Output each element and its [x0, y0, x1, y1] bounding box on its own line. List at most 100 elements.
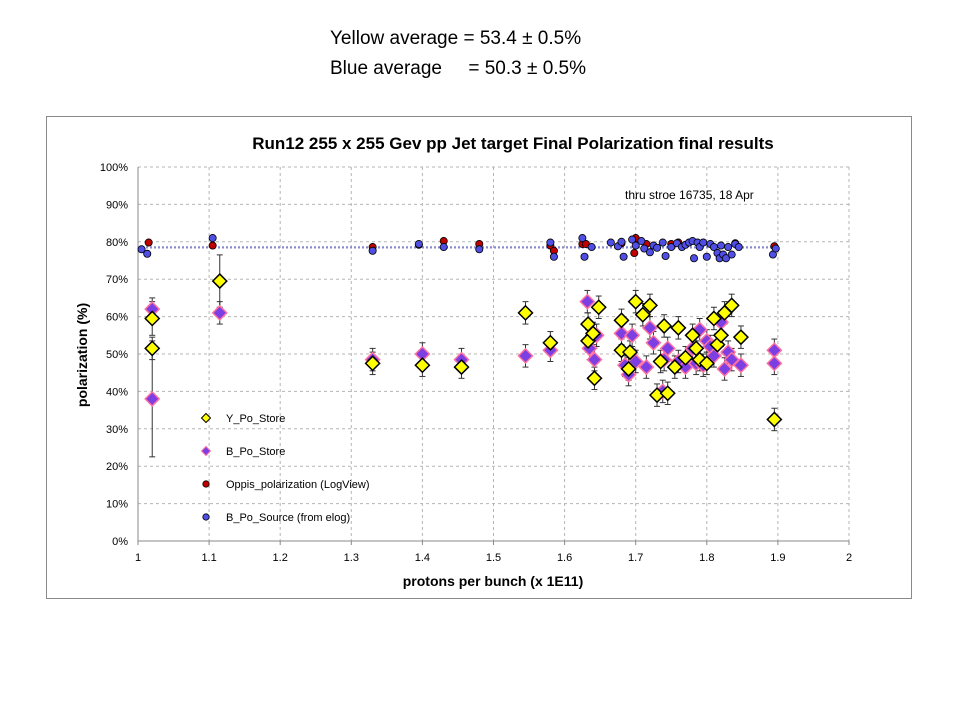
- y-tick-label: 90%: [106, 199, 128, 211]
- b-po-store-point: [732, 357, 749, 374]
- b-po-source-from-elog-point: [549, 252, 558, 261]
- y-po-store-point: [621, 344, 639, 361]
- y-po-store-legend-label: Y_Po_Store: [226, 413, 285, 425]
- x-tick-label: 1.9: [770, 552, 785, 564]
- x-axis-label: protons per bunch (x 1E11): [403, 573, 583, 589]
- y-tick-label: 40%: [106, 386, 128, 398]
- b-po-store-legend-label: B_Po_Store: [226, 446, 285, 458]
- b-po-source-from-elog-point: [137, 245, 146, 254]
- x-tick-label: 1.6: [557, 552, 572, 564]
- x-tick-label: 1: [135, 552, 141, 564]
- y-po-store-point: [641, 297, 658, 314]
- b-po-source-from-elog-point: [645, 248, 654, 257]
- y-po-store-point: [584, 325, 602, 342]
- b-po-source-from-elog-point: [724, 243, 733, 252]
- b-po-source-from-elog-legend-marker: [202, 513, 210, 521]
- y-po-store-point: [712, 327, 730, 344]
- oppis-polarization-logview-legend-marker: [202, 480, 210, 488]
- legend: Y_Po_Store B_Po_Store Oppis_polarization (…: [200, 412, 370, 524]
- b-po-source-from-elog-point: [727, 250, 736, 259]
- y-po-store-point: [620, 360, 637, 378]
- x-tick-label: 1.2: [273, 552, 288, 564]
- y-po-store-point: [652, 353, 669, 370]
- b-po-store-legend-marker: [200, 445, 212, 457]
- b-po-source-from-elog-point: [734, 243, 743, 252]
- b-po-source-from-elog-point: [721, 254, 730, 263]
- y-po-store-point: [453, 359, 470, 376]
- y-po-store-point: [517, 304, 534, 321]
- b-po-source-from-elog-legend-label: B_Po_Source (from elog): [226, 512, 350, 524]
- y-po-store-point: [732, 329, 749, 346]
- y-po-store-point: [364, 355, 381, 372]
- b-po-store-point: [645, 334, 662, 351]
- data-markers: [137, 234, 783, 428]
- b-po-source-from-elog-point: [640, 244, 649, 253]
- y-tick-label: 0%: [112, 536, 128, 548]
- y-po-store-point: [590, 299, 607, 316]
- x-tick-label: 1.4: [415, 552, 430, 564]
- b-po-source-from-elog-point: [717, 241, 726, 250]
- y-tick-label: 10%: [106, 499, 128, 511]
- y-po-store-point: [670, 319, 687, 336]
- b-po-store-point: [638, 359, 655, 376]
- y-po-store-point: [634, 306, 651, 323]
- axes: 0% 10% 20% 30% 40% 50% 60% 70% 80% 90% 100% 1 1.1 1.2…: [100, 162, 852, 564]
- b-po-store-point: [579, 293, 596, 310]
- x-tick-label: 1.5: [486, 552, 501, 564]
- y-po-store-point: [656, 317, 673, 335]
- y-tick-label: 20%: [106, 461, 128, 473]
- oppis-polarization-logview-point: [144, 238, 153, 247]
- y-po-store-point: [542, 334, 559, 351]
- b-po-source-from-elog-point: [702, 252, 711, 261]
- y-po-store-point: [144, 340, 161, 357]
- y-po-store-point: [627, 293, 644, 310]
- y-po-store-point: [677, 349, 694, 366]
- oppis-polarization-logview-point: [630, 249, 639, 258]
- b-po-source-from-elog-point: [475, 245, 484, 254]
- chart-title: Run12 255 x 255 Gev pp Jet target Final …: [252, 134, 774, 153]
- b-po-source-from-elog-point: [658, 238, 667, 247]
- b-po-source-from-elog-point: [661, 252, 670, 261]
- b-po-store-point: [613, 325, 630, 342]
- y-po-store-point: [705, 310, 722, 327]
- b-po-source-from-elog-point: [208, 234, 217, 243]
- b-po-source-from-elog-point: [368, 246, 377, 255]
- b-po-source-from-elog-point: [546, 238, 555, 247]
- b-po-source-from-elog-point: [414, 240, 423, 249]
- y-po-store-point: [723, 297, 740, 314]
- y-po-store-point: [666, 359, 683, 376]
- y-axis-label: polarization (%): [74, 303, 90, 407]
- y-po-store-point: [211, 273, 228, 290]
- b-po-store-point: [766, 342, 783, 359]
- y-po-store-point: [144, 310, 161, 327]
- x-tick-label: 1.1: [201, 552, 216, 564]
- b-po-source-from-elog-point: [699, 238, 708, 247]
- x-tick-label: 1.8: [699, 552, 714, 564]
- b-po-store-point: [517, 347, 534, 364]
- y-tick-label: 60%: [106, 312, 128, 324]
- blue-average-text: Blue average = 50.3 ± 0.5%: [330, 58, 587, 79]
- x-tick-label: 1.3: [344, 552, 359, 564]
- x-tick-label: 1.7: [628, 552, 643, 564]
- b-po-store-point: [766, 355, 783, 372]
- b-po-store-point: [624, 327, 641, 344]
- b-po-store-point: [641, 319, 658, 336]
- b-po-source-from-elog-point: [439, 243, 448, 252]
- b-po-source-from-elog-point: [606, 238, 615, 247]
- chart-annotation: thru stroe 16735, 18 Apr: [625, 188, 754, 202]
- oppis-polarization-logview-legend-label: Oppis_polarization (LogView): [226, 479, 370, 491]
- y-po-store-point: [414, 357, 431, 374]
- yellow-average-text: Yellow average = 53.4 ± 0.5%: [330, 28, 582, 49]
- grid: [138, 166, 850, 541]
- y-po-store-point: [698, 355, 715, 372]
- b-po-source-from-elog-point: [690, 254, 699, 263]
- y-po-store-point: [613, 312, 630, 329]
- b-po-store-point: [659, 340, 676, 357]
- y-po-store-point: [659, 385, 676, 402]
- y-tick-label: 70%: [106, 274, 128, 286]
- y-po-store-point: [766, 411, 783, 428]
- b-po-source-from-elog-point: [617, 237, 626, 246]
- polarization-scatter-chart: Run12 255 x 255 Gev pp Jet target Final …: [74, 134, 852, 589]
- y-tick-label: 30%: [106, 424, 128, 436]
- b-po-store-point: [716, 360, 733, 378]
